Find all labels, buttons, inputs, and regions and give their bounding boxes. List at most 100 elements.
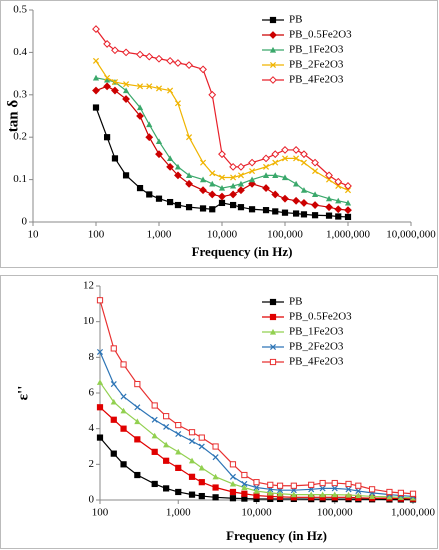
x-tick-label: 10 xyxy=(28,229,40,241)
marker xyxy=(269,16,277,24)
marker xyxy=(151,448,158,455)
marker xyxy=(120,407,127,414)
chart-frame xyxy=(0,275,438,549)
marker xyxy=(136,50,144,59)
x-tick-label: 10,000 xyxy=(207,229,238,241)
marker xyxy=(237,180,245,187)
legend-label: PB_1Fe2O3 xyxy=(289,326,344,338)
marker xyxy=(397,489,404,496)
marker xyxy=(344,187,352,194)
y-tick-label: 10 xyxy=(83,315,95,327)
series-line xyxy=(99,300,414,495)
marker xyxy=(311,201,319,209)
marker xyxy=(188,491,196,498)
marker xyxy=(331,485,338,492)
chart-frame xyxy=(0,0,438,268)
marker xyxy=(276,482,284,489)
marker xyxy=(136,184,144,192)
marker xyxy=(174,100,181,107)
x-tick-label: 10,000,000 xyxy=(386,229,436,241)
marker xyxy=(185,179,193,188)
y-tick-label: 0.4 xyxy=(13,46,27,58)
marker xyxy=(311,191,319,198)
marker xyxy=(300,211,308,218)
marker xyxy=(155,150,163,159)
y-axis-label: ε'' xyxy=(15,386,31,401)
marker xyxy=(281,194,289,203)
marker xyxy=(368,486,376,493)
marker xyxy=(146,121,153,128)
marker xyxy=(269,31,277,39)
marker xyxy=(120,425,127,432)
marker xyxy=(269,358,277,366)
legend: PB PB_0.5Fe2O3 PB_1Fe2O3 PB_2Fe2O3 PB_4Fe2O3 xyxy=(262,14,352,86)
marker xyxy=(92,86,100,95)
marker xyxy=(308,481,315,488)
marker xyxy=(151,416,158,423)
marker xyxy=(271,190,280,199)
marker xyxy=(198,479,205,486)
marker xyxy=(155,85,163,92)
marker xyxy=(104,74,111,81)
legend-label: PB xyxy=(289,14,302,26)
marker xyxy=(151,432,158,439)
x-tick-label: 1,000 xyxy=(166,507,191,519)
series-line xyxy=(99,351,414,498)
marker xyxy=(229,190,238,199)
marker xyxy=(229,162,238,171)
marker xyxy=(334,205,343,214)
y-tick-label: 4 xyxy=(89,422,95,434)
marker xyxy=(134,471,141,479)
marker xyxy=(185,172,193,178)
marker xyxy=(174,201,182,209)
marker xyxy=(198,434,205,441)
marker xyxy=(111,86,119,95)
marker xyxy=(163,413,170,420)
marker xyxy=(229,182,237,189)
marker xyxy=(111,155,119,162)
marker xyxy=(145,133,154,142)
marker xyxy=(92,57,100,64)
marker xyxy=(103,82,112,91)
marker xyxy=(325,171,333,180)
marker xyxy=(335,213,342,220)
marker xyxy=(199,205,207,212)
marker xyxy=(331,491,338,498)
marker xyxy=(174,59,182,67)
marker xyxy=(134,404,141,411)
marker xyxy=(110,398,117,405)
marker xyxy=(137,83,144,90)
marker xyxy=(241,490,248,497)
marker xyxy=(355,488,362,495)
marker xyxy=(262,207,270,214)
legend-label: PB_0.5Fe2O3 xyxy=(289,29,352,41)
marker xyxy=(111,79,118,86)
x-tick-label: 1,000,000 xyxy=(391,507,436,519)
marker xyxy=(145,52,154,61)
marker xyxy=(199,186,207,195)
marker xyxy=(331,479,338,487)
marker xyxy=(249,168,256,175)
marker xyxy=(218,192,226,201)
marker xyxy=(269,298,277,306)
marker xyxy=(262,154,270,163)
marker xyxy=(281,146,289,154)
marker xyxy=(188,429,196,436)
legend: PB PB_0.5Fe2O3 PB_1Fe2O3 PB_2Fe2O3 PB_4Fe2O3 xyxy=(262,296,352,368)
marker xyxy=(175,430,182,438)
y-tick-label: 12 xyxy=(83,280,94,292)
legend-label: PB xyxy=(289,296,302,308)
marker xyxy=(122,87,130,94)
marker xyxy=(409,490,417,497)
marker xyxy=(230,174,237,181)
marker xyxy=(163,441,170,448)
marker xyxy=(212,484,219,491)
marker xyxy=(166,56,175,65)
marker xyxy=(103,134,111,141)
marker xyxy=(146,191,153,198)
marker xyxy=(267,489,274,496)
marker xyxy=(290,482,297,489)
marker xyxy=(344,199,352,206)
marker xyxy=(272,208,279,215)
marker xyxy=(110,416,117,423)
